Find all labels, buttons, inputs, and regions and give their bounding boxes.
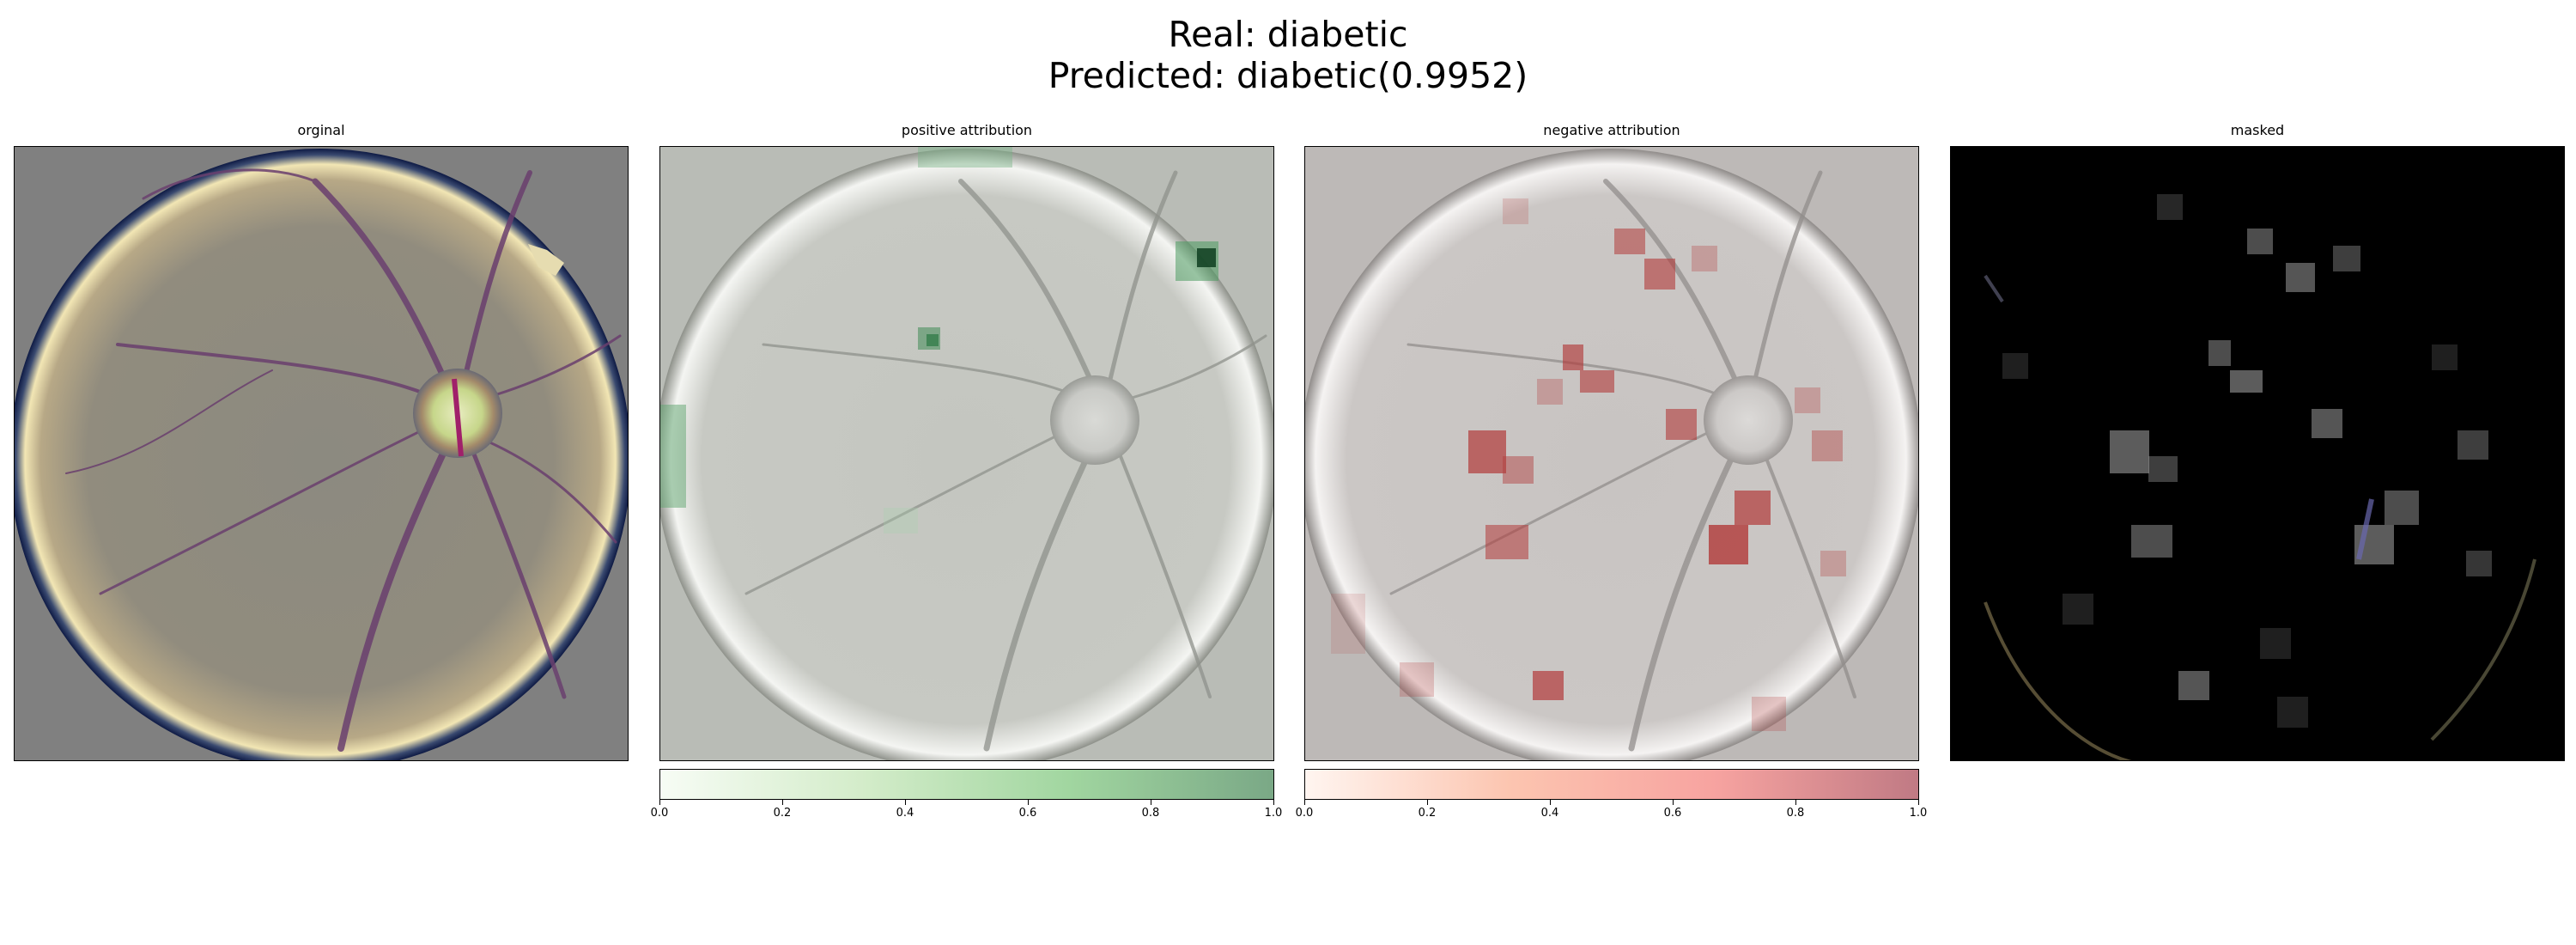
negative-colorbar-tick (1304, 800, 1305, 805)
positive-colorbar (659, 769, 1274, 800)
negative-colorbar-tick (1918, 800, 1919, 805)
positive-colorbar-tick-label: 0.8 (1141, 807, 1160, 820)
positive-attribution-panel (659, 146, 1274, 761)
negative-colorbar (1304, 769, 1919, 800)
positive-colorbar-tick (1028, 800, 1029, 805)
negative-colorbar-tick (1427, 800, 1428, 805)
positive-colorbar-tick-label: 1.0 (1264, 807, 1283, 820)
negative-attribution-panel (1304, 146, 1919, 761)
negative-colorbar-tick (1550, 800, 1551, 805)
negative-colorbar-tick-label: 0.4 (1540, 807, 1559, 820)
negative-colorbar-tick-label: 1.0 (1909, 807, 1928, 820)
negative-colorbar-tick (1795, 800, 1796, 805)
original-fundus-image (15, 149, 628, 760)
positive-colorbar-tick (782, 800, 783, 805)
panel-label-negative: negative attribution (1543, 122, 1680, 138)
positive-colorbar-tick (1273, 800, 1274, 805)
positive-colorbar-tick-label: 0.4 (896, 807, 914, 820)
panel-label-original: orginal (297, 122, 345, 138)
panel-label-positive: positive attribution (901, 122, 1033, 138)
negative-attribution-blobs (1331, 198, 1846, 731)
positive-colorbar-tick-label: 0.6 (1018, 807, 1037, 820)
negative-attribution-image (1305, 149, 1918, 760)
negative-colorbar-tick-label: 0.0 (1295, 807, 1314, 820)
positive-colorbar-tick-label: 0.2 (773, 807, 792, 820)
original-image-panel (14, 146, 629, 761)
positive-colorbar-tick-label: 0.0 (650, 807, 669, 820)
positive-attribution-image (660, 147, 1273, 760)
positive-attribution-blobs (660, 147, 1218, 533)
masked-image-panel (1950, 146, 2565, 761)
negative-colorbar-tick (1673, 800, 1674, 805)
panel-label-masked: masked (2230, 122, 2285, 138)
negative-colorbar-tick-label: 0.2 (1418, 807, 1437, 820)
positive-colorbar-tick (905, 800, 906, 805)
negative-colorbar-tick-label: 0.6 (1663, 807, 1682, 820)
positive-colorbar-tick (659, 800, 660, 805)
masked-patches (2002, 194, 2492, 728)
masked-image (1984, 194, 2537, 760)
figure-title-predicted: Predicted: diabetic(0.9952) (1048, 55, 1528, 96)
figure-title-real: Real: diabetic (1168, 14, 1408, 55)
negative-colorbar-tick-label: 0.8 (1786, 807, 1805, 820)
